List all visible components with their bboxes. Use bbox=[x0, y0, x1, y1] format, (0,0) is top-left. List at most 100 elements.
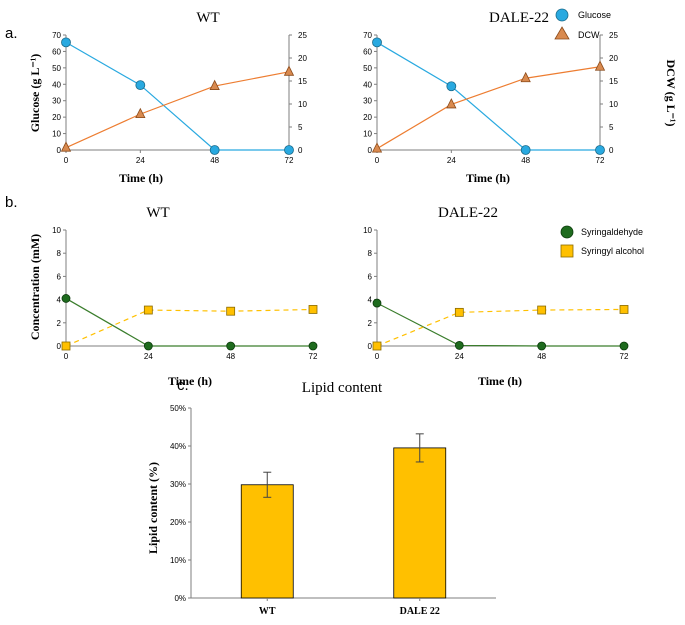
y-tick-label: 10 bbox=[52, 226, 61, 235]
x-tick-label: 0 bbox=[375, 352, 380, 361]
point-syringaldehyde bbox=[61, 294, 71, 303]
y-tick-label: 10 bbox=[52, 130, 61, 139]
y-tick-label: 4 bbox=[368, 296, 373, 305]
x-tick-label: 72 bbox=[285, 156, 294, 165]
point-syringaldehyde bbox=[619, 341, 629, 351]
y-tick-label: 30% bbox=[170, 480, 186, 489]
legend-glucose-marker bbox=[555, 8, 569, 22]
chart-a-wt-title: WT bbox=[196, 10, 219, 26]
y2-tick-label: 15 bbox=[298, 77, 307, 86]
y-tick-label: 0% bbox=[174, 594, 186, 603]
series-line-glucose bbox=[376, 41, 600, 151]
legend-syringyl-marker bbox=[560, 244, 574, 258]
legend-syringaldehyde-label: Syringaldehyde bbox=[581, 227, 643, 237]
legend-dcw-marker bbox=[554, 26, 570, 40]
chart-a-dale: 0 10 20 30 40 50 60 70 0 5 10 15 20 25 0 24 48 72 bbox=[363, 31, 618, 165]
x-tick-label: 72 bbox=[620, 352, 629, 361]
y-tick-label: 0 bbox=[57, 342, 62, 351]
chart-b-ylabel: Concentration (mM) bbox=[28, 234, 42, 340]
panel-label-c: c. bbox=[177, 377, 189, 394]
legend-dcw-label: DCW bbox=[578, 30, 600, 40]
chart-c-title: Lipid content bbox=[302, 380, 383, 396]
point-dcw bbox=[520, 71, 531, 83]
x-tick-label: 48 bbox=[226, 352, 235, 361]
point-dcw bbox=[135, 107, 146, 119]
y2-tick-label: 25 bbox=[298, 31, 307, 40]
point-syringyl-alcohol bbox=[61, 341, 71, 351]
point-dcw bbox=[594, 60, 606, 71]
chart-a-dale-title: DALE-22 bbox=[489, 10, 549, 26]
y-tick-label: 6 bbox=[57, 272, 62, 281]
point-syringyl-alcohol bbox=[226, 306, 236, 316]
point-syringaldehyde bbox=[308, 341, 318, 351]
point-syringaldehyde bbox=[143, 341, 153, 351]
y-tick-label: 30 bbox=[363, 97, 372, 106]
y-tick-label: 20 bbox=[363, 113, 372, 122]
chart-a-wt-xlabel: Time (h) bbox=[119, 171, 163, 185]
y2-tick-label: 5 bbox=[609, 123, 614, 132]
x-tick-label: 24 bbox=[447, 156, 456, 165]
y-tick-label: 2 bbox=[368, 319, 373, 328]
x-tick-label: 0 bbox=[375, 156, 380, 165]
point-glucose bbox=[209, 145, 220, 155]
y-tick-label: 10 bbox=[363, 226, 372, 235]
y-tick-label: 6 bbox=[368, 272, 373, 281]
y-tick-label: 0 bbox=[368, 146, 373, 155]
x-tick-label: 72 bbox=[309, 352, 318, 361]
y-tick-label: 60 bbox=[363, 47, 372, 56]
y-tick-label: 20 bbox=[52, 113, 61, 122]
series-line-glucose bbox=[65, 41, 289, 151]
legend-a: Glucose DCW bbox=[554, 8, 611, 40]
y2-tick-label: 20 bbox=[298, 54, 307, 63]
point-syringyl-alcohol bbox=[537, 305, 547, 315]
point-syringyl-alcohol bbox=[308, 305, 318, 314]
series-line-syringyl-alcohol bbox=[376, 308, 625, 347]
x-category-label: DALE 22 bbox=[400, 606, 440, 617]
y-tick-label: 40% bbox=[170, 442, 186, 451]
point-glucose bbox=[284, 145, 294, 155]
point-glucose bbox=[446, 81, 457, 92]
x-tick-label: 48 bbox=[210, 156, 219, 165]
point-syringyl-alcohol bbox=[619, 305, 629, 314]
y-tick-label: 0 bbox=[57, 146, 62, 155]
chart-a-y2label: DCW (g L⁻¹) bbox=[664, 59, 678, 126]
point-syringaldehyde bbox=[226, 341, 236, 351]
chart-a-wt: 0 10 20 30 40 50 60 70 0 5 10 15 20 25 0 24 48 72 bbox=[52, 31, 307, 165]
y-tick-label: 40 bbox=[52, 80, 61, 89]
chart-b-dale-xlabel: Time (h) bbox=[478, 374, 522, 388]
chart-c: 0% 10% 20% 30% 40% 50% WT DALE 22 bbox=[170, 404, 496, 617]
x-tick-label: 0 bbox=[64, 156, 69, 165]
chart-b-dale-title: DALE-22 bbox=[438, 205, 498, 221]
y-tick-label: 70 bbox=[52, 31, 61, 40]
point-syringaldehyde bbox=[372, 298, 382, 308]
panel-label-b: b. bbox=[5, 194, 18, 211]
y-tick-label: 4 bbox=[57, 296, 62, 305]
series-line-syringaldehyde bbox=[65, 297, 313, 347]
point-syringyl-alcohol bbox=[454, 307, 464, 317]
x-tick-label: 24 bbox=[455, 352, 464, 361]
point-syringyl-alcohol bbox=[372, 341, 382, 351]
point-dcw bbox=[446, 98, 457, 109]
series-line-syringyl-alcohol bbox=[65, 308, 314, 347]
point-glucose bbox=[595, 145, 605, 155]
y-tick-label: 30 bbox=[52, 97, 61, 106]
y2-tick-label: 15 bbox=[609, 77, 618, 86]
legend-syringyl-label: Syringyl alcohol bbox=[581, 246, 644, 256]
y-tick-label: 10% bbox=[170, 556, 186, 565]
point-syringaldehyde bbox=[537, 341, 547, 351]
y2-tick-label: 25 bbox=[609, 31, 618, 40]
y-tick-label: 50 bbox=[363, 64, 372, 73]
panel-label-a: a. bbox=[5, 25, 18, 42]
y-tick-label: 0 bbox=[368, 342, 373, 351]
chart-a-ylabel: Glucose (g L⁻¹) bbox=[28, 54, 42, 133]
y2-tick-label: 0 bbox=[609, 146, 614, 155]
chart-b-wt-title: WT bbox=[146, 205, 169, 221]
y-tick-label: 8 bbox=[57, 249, 62, 258]
y2-tick-label: 10 bbox=[298, 100, 307, 109]
point-dcw bbox=[60, 141, 72, 152]
point-glucose bbox=[520, 145, 531, 155]
legend-glucose-label: Glucose bbox=[578, 10, 611, 20]
x-tick-label: 48 bbox=[521, 156, 530, 165]
